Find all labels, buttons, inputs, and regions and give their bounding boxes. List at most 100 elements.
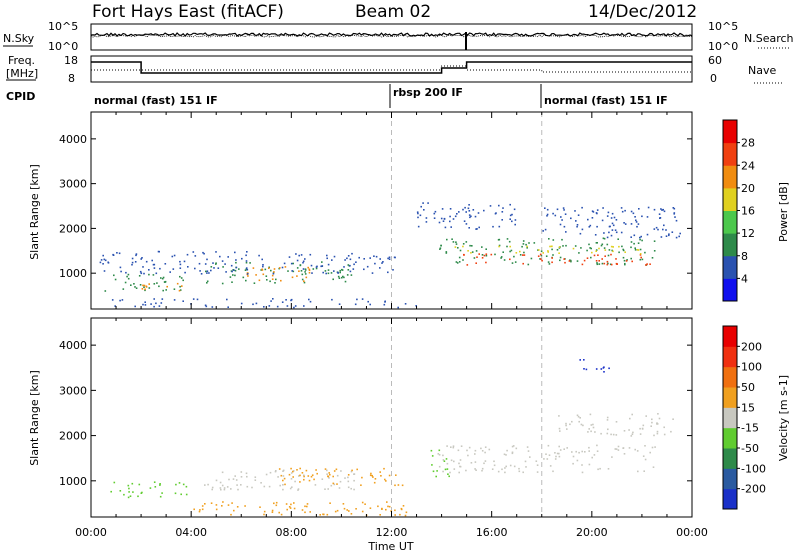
echo-cell <box>635 221 638 223</box>
echo-cell <box>597 468 599 471</box>
y-tick-label: 3000 <box>59 384 87 397</box>
echo-cell <box>165 289 167 291</box>
echo-cell <box>211 306 214 308</box>
echo-cell <box>525 243 527 246</box>
echo-cell <box>617 238 619 240</box>
echo-cell <box>544 207 546 209</box>
echo-cell <box>561 238 563 241</box>
echo-cell <box>342 503 345 505</box>
echo-cell <box>193 508 195 511</box>
echo-cell <box>251 486 253 489</box>
echo-cell <box>642 455 645 457</box>
echo-cell <box>610 433 612 436</box>
echo-cell <box>610 234 613 237</box>
echo-cell <box>263 513 265 516</box>
echo-cell <box>484 460 487 462</box>
echo-cell <box>603 232 605 234</box>
colorbar-frame <box>722 325 738 510</box>
echo-cell <box>280 279 282 282</box>
nave-trace <box>91 65 692 73</box>
echo-cell <box>261 258 263 261</box>
echo-cell <box>589 247 591 249</box>
echo-cell <box>624 251 626 253</box>
echo-cell <box>361 510 364 513</box>
echo-cell <box>453 460 455 463</box>
echo-cell <box>556 208 559 211</box>
echo-cell <box>559 430 561 432</box>
echo-cell <box>541 259 543 262</box>
echo-cell <box>161 277 164 280</box>
echo-cell <box>260 482 262 484</box>
echo-cell <box>455 243 458 245</box>
echo-cell <box>581 471 584 474</box>
velocity-data-layer <box>110 318 674 517</box>
echo-cell <box>99 261 102 264</box>
echo-cell <box>485 254 488 257</box>
echo-cell <box>656 430 659 433</box>
echo-cell <box>305 276 308 279</box>
echo-cell <box>350 487 352 490</box>
echo-cell <box>417 225 420 228</box>
echo-cell <box>351 469 353 472</box>
echo-cell <box>139 284 142 286</box>
echo-cell <box>459 465 461 468</box>
echo-cell <box>327 272 330 275</box>
echo-cell <box>103 270 106 272</box>
echo-cell <box>237 488 239 491</box>
echo-cell <box>606 419 609 421</box>
echo-cell <box>658 213 661 215</box>
echo-cell <box>341 268 343 271</box>
echo-cell <box>245 279 247 282</box>
echo-cell <box>138 483 141 486</box>
echo-cell <box>450 446 452 448</box>
echo-cell <box>140 258 142 260</box>
echo-cell <box>387 271 389 274</box>
echo-cell <box>630 435 633 437</box>
echo-cell <box>384 300 386 303</box>
echo-cell <box>179 267 182 269</box>
echo-cell <box>488 448 491 451</box>
echo-cell <box>587 218 589 221</box>
echo-cell <box>554 214 557 217</box>
echo-band-2 <box>278 467 404 487</box>
echo-cell <box>138 275 141 277</box>
echo-cell <box>179 260 181 263</box>
echo-cell <box>172 268 175 270</box>
echo-cell <box>624 262 626 265</box>
echo-cell <box>509 258 511 261</box>
x-tick-labels: 00:00 04:00 08:00 12:00 16:00 20:00 00:00 <box>75 526 708 539</box>
echo-cell <box>174 492 177 495</box>
echo-cell <box>540 258 542 260</box>
echo-cell <box>440 244 442 247</box>
echo-cell <box>300 270 303 272</box>
echo-cell <box>651 446 654 449</box>
echo-cell <box>646 216 649 218</box>
echo-cell <box>511 213 513 216</box>
echo-cell <box>535 460 538 462</box>
echo-cell <box>245 260 248 262</box>
echo-cell <box>240 302 243 305</box>
echo-cell <box>661 209 663 211</box>
echo-cell <box>397 484 400 486</box>
echo-cell <box>595 242 598 244</box>
echo-cell <box>467 454 469 457</box>
echo-cell <box>673 213 675 215</box>
echo-cell <box>148 287 151 289</box>
echo-cell <box>231 502 233 504</box>
echo-cell <box>123 493 125 496</box>
echo-cell <box>466 264 469 266</box>
echo-cell <box>152 274 155 276</box>
x-tick-label: 08:00 <box>275 526 307 539</box>
echo-cell <box>620 207 623 209</box>
echo-cell <box>253 282 256 284</box>
echo-cell <box>655 226 658 229</box>
echo-cell <box>301 278 304 281</box>
echo-cell <box>490 253 493 256</box>
echo-cell <box>630 241 633 243</box>
echo-cell <box>405 511 408 514</box>
echo-cell <box>570 217 572 220</box>
echo-cell <box>468 204 470 206</box>
echo-cell <box>279 484 281 487</box>
echo-cell <box>591 456 593 459</box>
echo-cell <box>596 263 599 266</box>
